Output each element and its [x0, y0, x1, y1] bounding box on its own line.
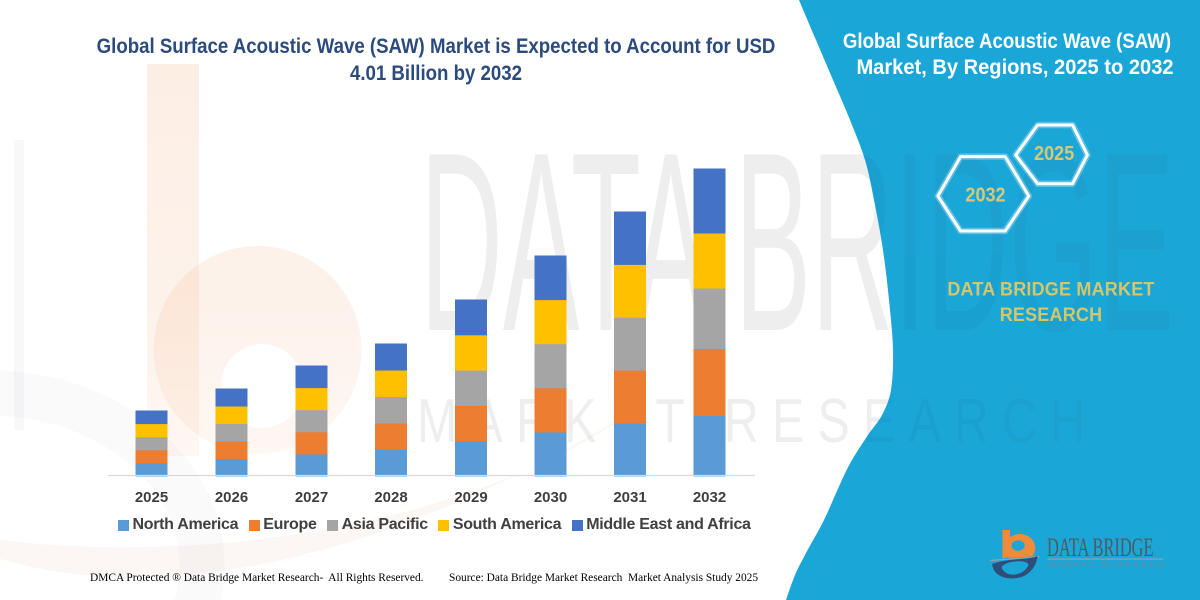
svg-text:2025: 2025 — [1034, 143, 1074, 165]
svg-text:MARKET RESEARCH: MARKET RESEARCH — [1049, 560, 1166, 569]
svg-text:2032: 2032 — [965, 185, 1005, 207]
svg-text:DATA BRIDGE: DATA BRIDGE — [1047, 533, 1153, 562]
